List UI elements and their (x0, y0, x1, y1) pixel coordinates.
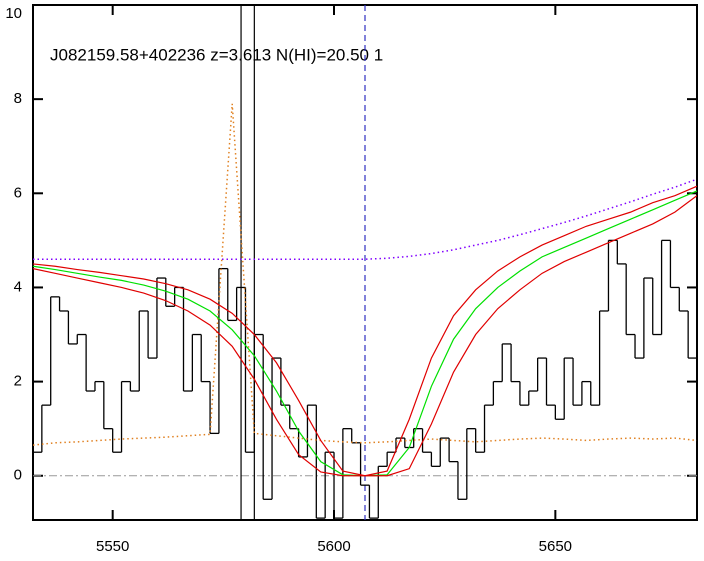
y-tick-label: 8 (14, 90, 22, 107)
y-tick-label: 4 (14, 278, 22, 295)
spectrum-line (33, 103, 697, 446)
spectrum-line (33, 195, 697, 477)
x-tick-label: 5600 (317, 538, 350, 555)
x-tick-label: 5650 (539, 538, 572, 555)
chart-title: J082159.58+402236 z=3.613 N(HI)=20.50 1 (50, 45, 383, 64)
x-tick-label: 5550 (96, 538, 129, 555)
y-tick-label: 2 (14, 373, 22, 390)
y-tick-label: 0 (14, 467, 22, 484)
y-tick-label: 10 (5, 5, 22, 22)
spectrum-line (33, 178, 697, 260)
y-tick-label: 6 (14, 184, 22, 201)
spectrum-line (33, 190, 697, 477)
